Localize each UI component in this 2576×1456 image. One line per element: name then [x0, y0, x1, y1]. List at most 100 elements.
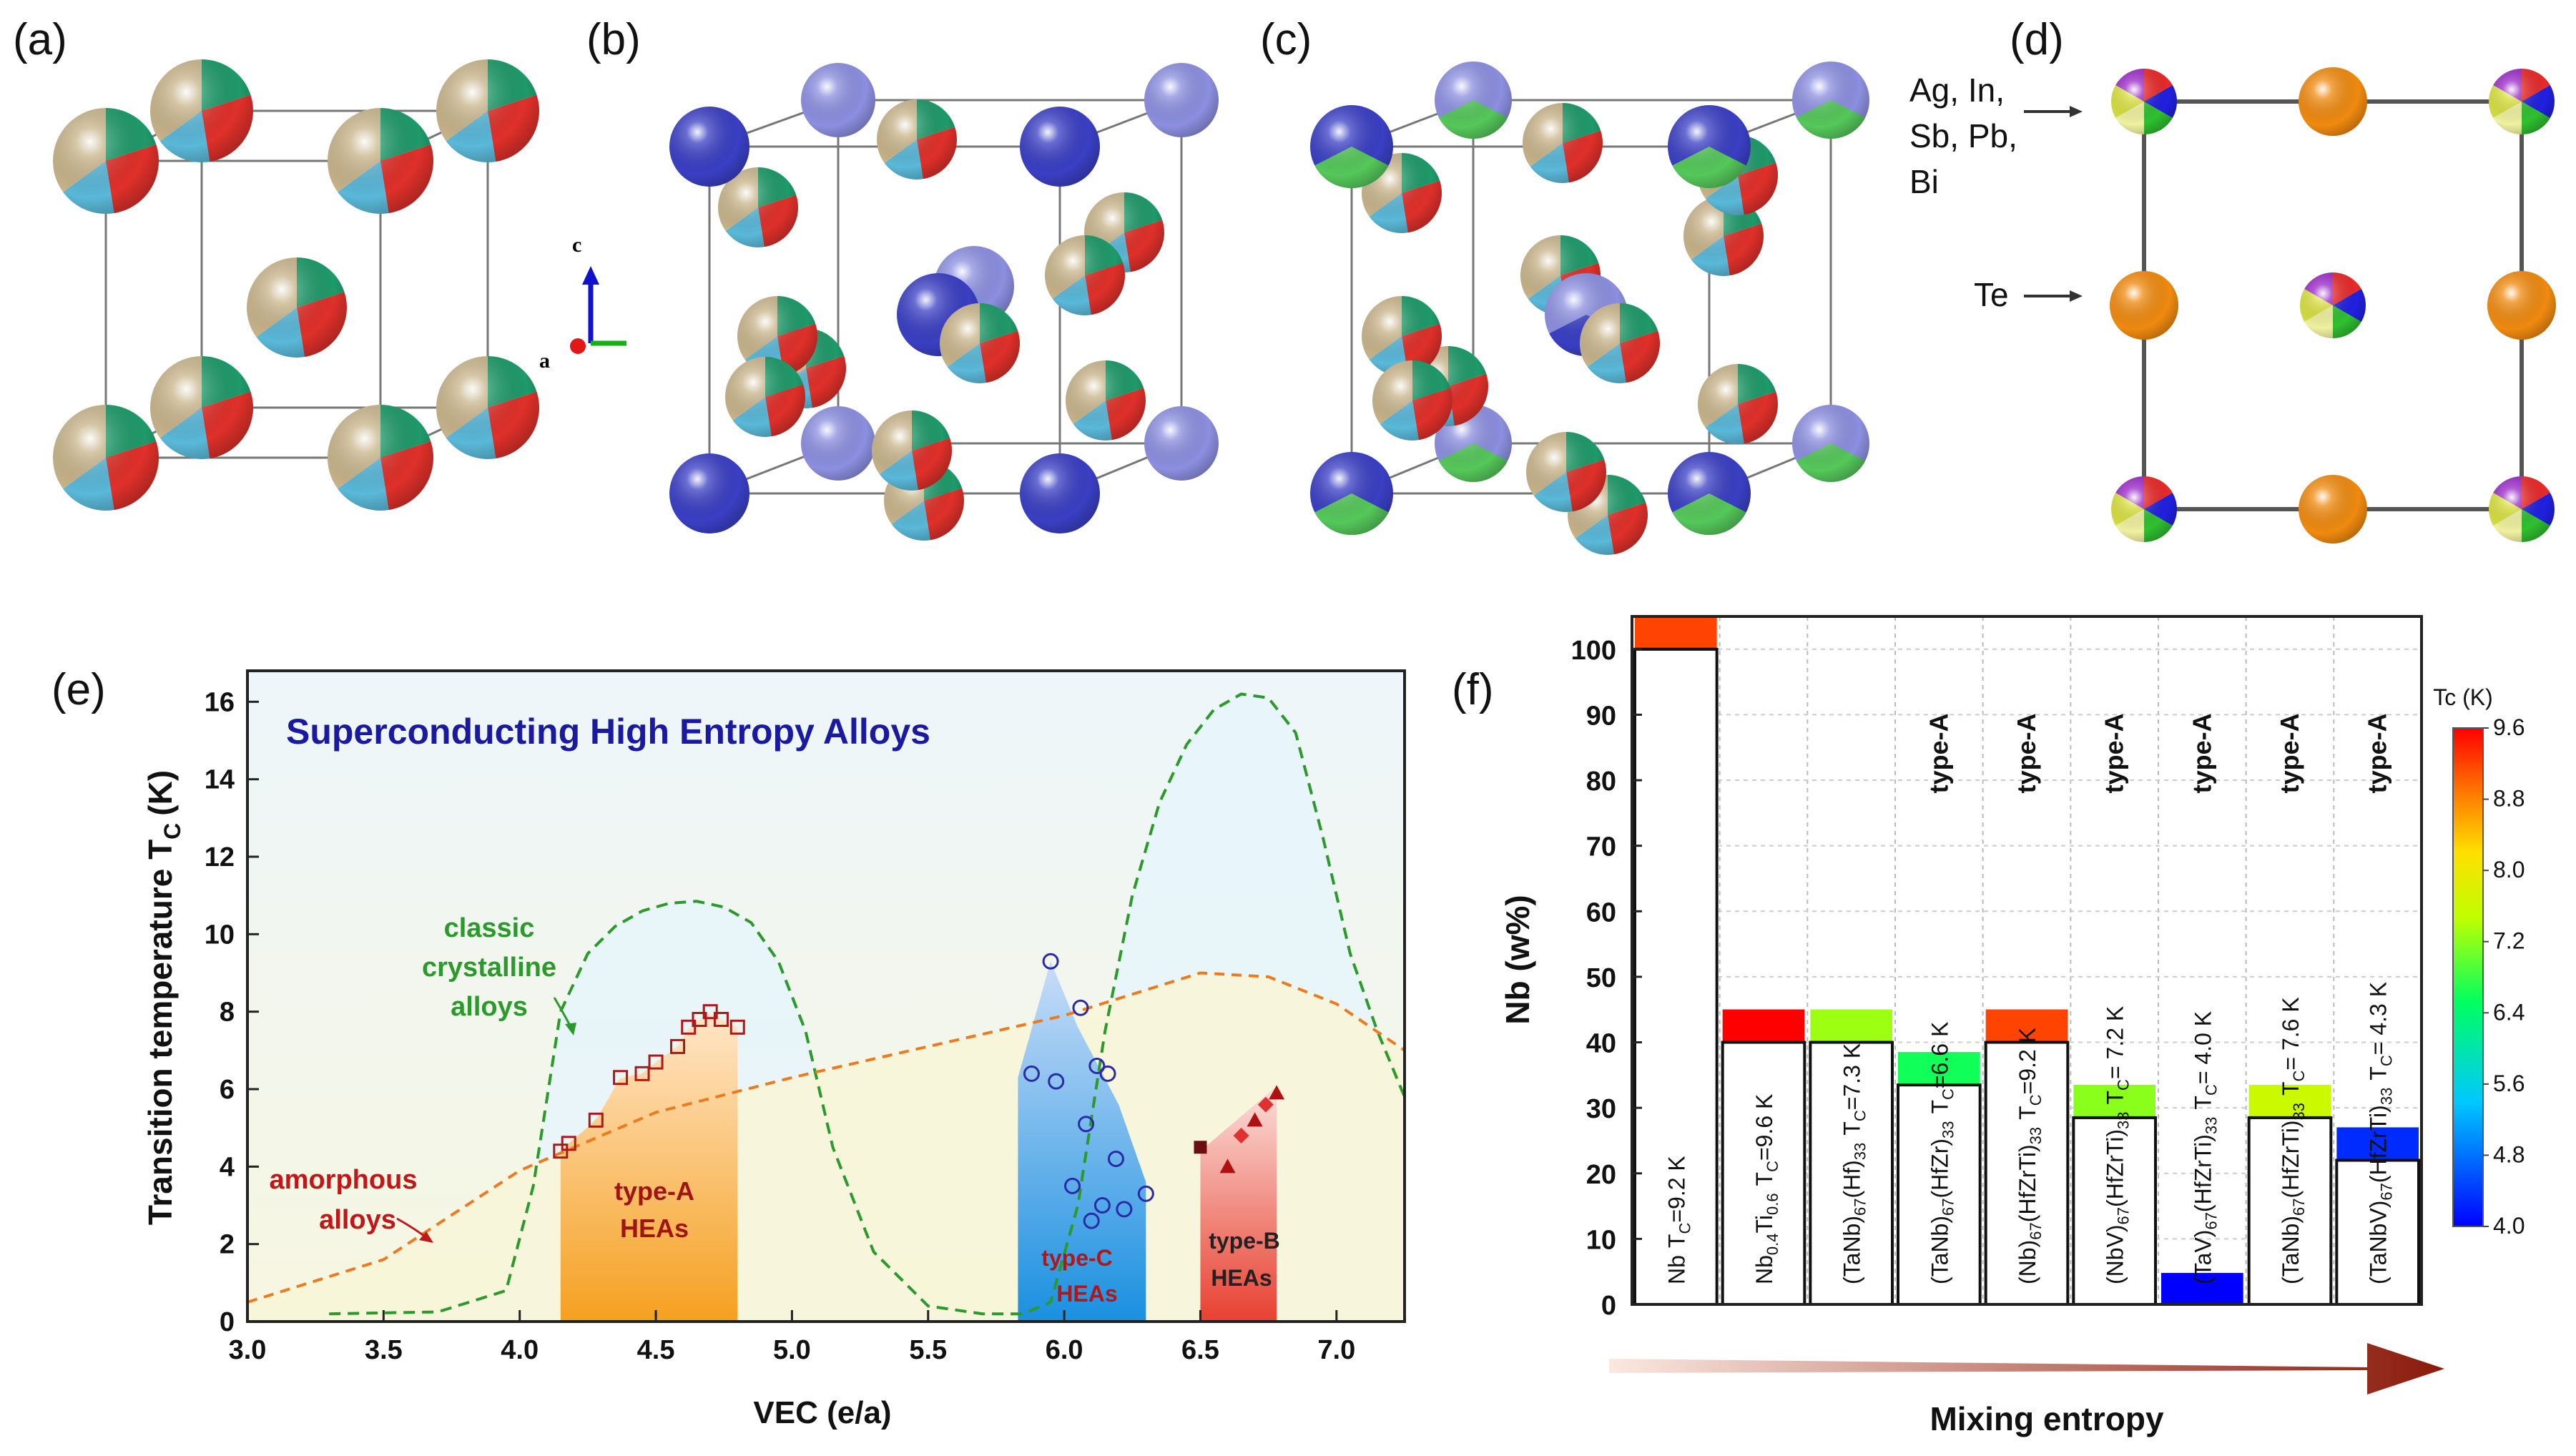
mixed-atom [1066, 360, 1146, 441]
bar-label-tc-sub: C [2378, 1055, 2396, 1066]
y-tick-label: 10 [205, 920, 235, 950]
type-a-label: type-A [2187, 713, 2216, 793]
atom-shade [2299, 67, 2367, 136]
atom-shade [1310, 105, 1393, 188]
atom-shade [436, 59, 539, 162]
type-a-point [729, 1019, 745, 1035]
atom-shade [1523, 103, 1603, 183]
y-tick-label: 0 [220, 1307, 235, 1337]
atom-shade [669, 453, 749, 533]
bar-label-tc: T [1751, 1172, 1777, 1186]
colorbar-tick-label: 8.0 [2493, 857, 2525, 882]
bars [1633, 616, 2420, 1307]
y-tick-label: 16 [205, 687, 235, 717]
atom-shade [2110, 271, 2178, 340]
bar-label-part: 67 [1939, 1199, 1957, 1216]
axis-indicator: c a [539, 233, 626, 373]
bar-label-part: (HfZrTi) [2190, 1134, 2216, 1212]
bar-label-tc-sub: C [2027, 1094, 2045, 1106]
atom-shade [2300, 272, 2366, 338]
type-c-point [1137, 1185, 1154, 1202]
mixing-entropy-arrow [1609, 1343, 2444, 1394]
f-x-axis-label: Mixing entropy [1929, 1400, 2164, 1437]
y-ticks-f: 0 10 20 30 40 50 60 70 80 90 100 [1571, 636, 1642, 1321]
colorbar-tick-label: 8.8 [2493, 786, 2525, 812]
anno-typeB-2: HEAs [1211, 1265, 1272, 1291]
element-atom [2110, 271, 2178, 340]
nb-bar [2072, 1116, 2157, 1307]
element-atom [2487, 271, 2556, 340]
site-label-2: Sb, Pb, [1909, 117, 2017, 154]
anno-classic-2: crystalline [422, 953, 556, 983]
bar-label-part: (Nb) [2015, 1240, 2040, 1284]
type-c-point [1083, 1212, 1100, 1229]
mixed-atom [1045, 235, 1125, 315]
bar-label-tc: T [1927, 1100, 1952, 1114]
bar-label-part: 67 [2202, 1212, 2220, 1229]
x-tick-label: 3.0 [229, 1335, 267, 1365]
axis-label-a: a [539, 349, 550, 373]
mixed-site-atom [2111, 69, 2178, 134]
atom-shade [737, 296, 817, 376]
bar-label-part: (TaNb) [1927, 1216, 1952, 1284]
bar-label-part: (TaNb) [1839, 1216, 1865, 1284]
site-label-1: Ag, In, [1909, 72, 2005, 109]
mixed-atom [1362, 296, 1442, 376]
f-y-tick-label: 70 [1586, 832, 1616, 862]
x-tick-label: 6.5 [1181, 1335, 1219, 1365]
element-atom [669, 107, 749, 187]
colorbar-ticks: 9.6 8.8 8.0 7.2 6.4 5.6 4.8 4.0 [2483, 714, 2525, 1239]
anno-classic-1: classic [444, 913, 535, 943]
atom-shade [1144, 406, 1219, 481]
tc-cap [1898, 1052, 1980, 1086]
type-a-point [713, 1012, 729, 1027]
bar-label-part: 67 [2115, 1207, 2133, 1224]
type-c-point [1048, 1073, 1065, 1090]
bar-label-tc-sub: C [2202, 1084, 2220, 1096]
bar-label-part: (HfZrTi) [2103, 1129, 2128, 1207]
atoms-c [1310, 62, 1869, 555]
bar-label: (TaV)67(HfZrTi)33 TC= 4.0 K [2190, 1011, 2220, 1284]
anno-typeC-2: HEAs [1056, 1281, 1117, 1307]
f-y-tick-label: 30 [1586, 1094, 1616, 1124]
axis-label-c: c [572, 233, 581, 257]
mixed-atom [940, 303, 1020, 383]
crystalline-curve [329, 692, 1406, 1316]
bar-label-tc-val: =9.6 K [1751, 1094, 1777, 1161]
anno-typeA-1: type-A [614, 1176, 694, 1206]
mixed-atom [436, 356, 540, 459]
type-b-point [1257, 1096, 1274, 1113]
element-atom [801, 63, 875, 137]
mixed-site-atom [2489, 476, 2555, 542]
y-axis-label: Transition temperature TC (K) [142, 770, 185, 1225]
panel-label-c: (c) [1260, 15, 1312, 64]
element-atom [1435, 62, 1512, 139]
mixed-atom [150, 356, 254, 459]
bar-label: (TaNb)67(Hf)33 TC=7.3 K [1839, 1043, 1869, 1284]
mixed-atom [737, 296, 817, 376]
bar-label-part: 67 [2378, 1183, 2396, 1200]
nb-bar [1984, 1041, 2070, 1306]
type-b-point [1233, 1128, 1249, 1143]
bar-label: (TaNb)67(HfZrTi)33 TC= 7.6 K [2278, 997, 2308, 1284]
hea-regions [247, 694, 1405, 1322]
bar-label-part: 33 [2115, 1111, 2133, 1128]
element-atom [1020, 107, 1100, 187]
chart-title: Superconducting High Entropy Alloys [286, 712, 930, 752]
site-label-3: Bi [1909, 163, 1939, 200]
mixed-atom [718, 167, 799, 247]
atom-shade [1020, 453, 1100, 533]
atom-shade [2489, 69, 2555, 134]
data-points [553, 953, 1285, 1229]
bar-label-part: (TaNb) [2278, 1216, 2304, 1284]
bar-label-part: Ti [1751, 1215, 1777, 1233]
colorbar-tick-label: 4.8 [2493, 1141, 2525, 1167]
mixed-atom [872, 410, 952, 491]
atom-shade [328, 108, 433, 214]
atom-shade [1020, 107, 1100, 187]
mixed-atom [328, 108, 433, 214]
colorbar-tick-label: 6.4 [2493, 999, 2525, 1025]
bar-label-tc-sub: C [2290, 1070, 2308, 1081]
